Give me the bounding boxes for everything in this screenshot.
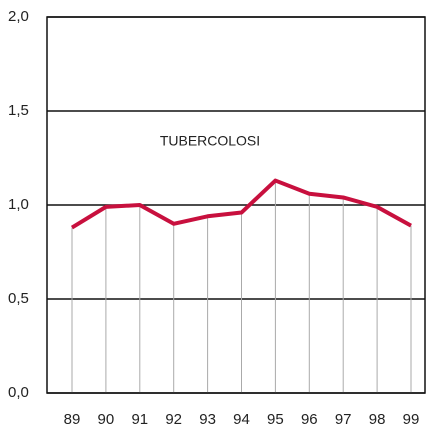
x-tick-label: 92 xyxy=(165,411,182,428)
annotation: TUBERCOLOSI xyxy=(160,133,260,149)
y-tick-label: 0,5 xyxy=(8,290,29,307)
series-line xyxy=(70,178,412,230)
x-tick-label: 96 xyxy=(301,411,318,428)
x-tick-label: 93 xyxy=(199,411,216,428)
x-tick-label: 89 xyxy=(64,411,81,428)
y-tick-label: 1,0 xyxy=(8,196,29,213)
plot-frame xyxy=(46,16,426,394)
x-tick-label: 95 xyxy=(267,411,284,428)
x-tick-label: 90 xyxy=(98,411,115,428)
x-tick-label: 94 xyxy=(233,411,250,428)
y-tick-label: 1,5 xyxy=(8,102,29,119)
x-tick-label: 98 xyxy=(369,411,386,428)
x-tick-label: 91 xyxy=(131,411,148,428)
x-tick-label: 97 xyxy=(335,411,352,428)
y-tick-label: 2,0 xyxy=(8,8,29,25)
y-tick-label: 0,0 xyxy=(8,384,29,401)
x-tick-label: 99 xyxy=(403,411,420,428)
